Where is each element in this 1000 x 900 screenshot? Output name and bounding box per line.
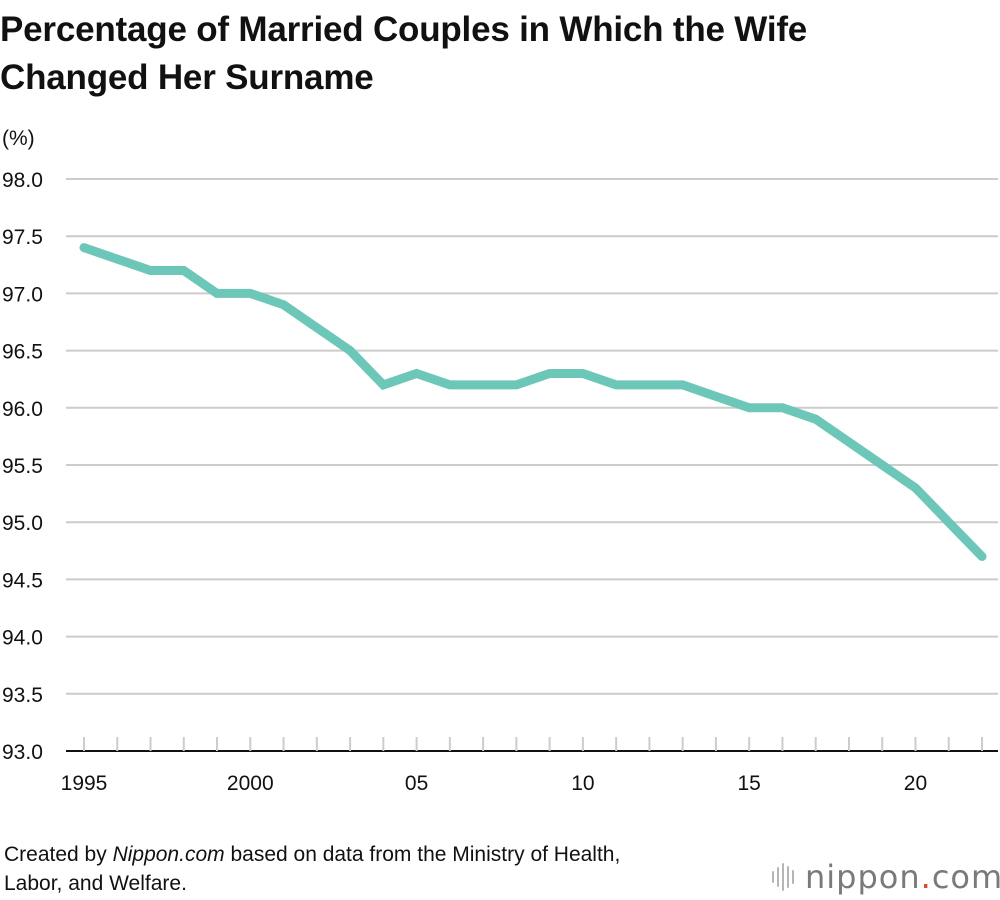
y-tick-label: 95.0: [2, 512, 43, 535]
source-site-name: Nippon.com: [112, 843, 225, 866]
logo-wordmark: nippon.com: [805, 858, 1000, 896]
x-axis: [66, 737, 998, 752]
chart-title-line-1: Percentage of Married Couples in Which t…: [0, 10, 808, 49]
logo-tld: com: [931, 858, 1000, 896]
source-note-line-1: Created by Nippon.com based on data from…: [4, 840, 620, 869]
x-axis-tick-labels: 1995 2000 05 10 15 20: [61, 772, 928, 795]
y-tick-label: 97.5: [2, 226, 43, 249]
nippon-logo: nippon.com: [772, 855, 1000, 899]
series-line: [79, 243, 987, 561]
y-axis-unit-label: (%): [2, 127, 35, 150]
x-tick-label: 10: [571, 772, 594, 795]
y-tick-label: 96.0: [2, 398, 43, 421]
chart-title-line-2: Changed Her Surname: [0, 58, 374, 97]
series-group: [79, 243, 987, 561]
y-tick-label: 94.0: [2, 627, 43, 650]
line-chart: (%) 93.0 93.5 94.0 94.5 95.0 95.5 96.0 96.5 97.0…: [2, 127, 998, 795]
y-tick-label: 93.0: [2, 741, 43, 764]
x-tick-label: 20: [904, 772, 927, 795]
x-tick-label: 1995: [61, 772, 108, 795]
x-tick-label: 2000: [227, 772, 274, 795]
logo-wave-icon: [772, 863, 797, 891]
x-tick-label: 15: [738, 772, 761, 795]
source-note: Created by Nippon.com based on data from…: [4, 840, 620, 898]
y-tick-label: 94.5: [2, 569, 43, 592]
chart-title: Percentage of Married Couples in Which t…: [0, 6, 990, 102]
source-prefix: Created by: [4, 843, 113, 866]
y-tick-label: 98.0: [2, 169, 43, 192]
source-suffix: based on data from the Ministry of Healt…: [224, 843, 621, 866]
y-tick-label: 96.5: [2, 341, 43, 364]
y-tick-label: 93.5: [2, 684, 43, 707]
y-axis-tick-labels: 93.0 93.5 94.0 94.5 95.0 95.5 96.0 96.5 97.0 97.5…: [2, 169, 43, 764]
gridlines: [66, 178, 998, 695]
y-tick-label: 95.5: [2, 455, 43, 478]
logo-dot: .: [920, 858, 932, 896]
source-note-line-2: Labor, and Welfare.: [4, 872, 187, 895]
logo-name: nippon: [805, 858, 921, 896]
y-tick-label: 97.0: [2, 283, 43, 306]
x-tick-label: 05: [405, 772, 428, 795]
